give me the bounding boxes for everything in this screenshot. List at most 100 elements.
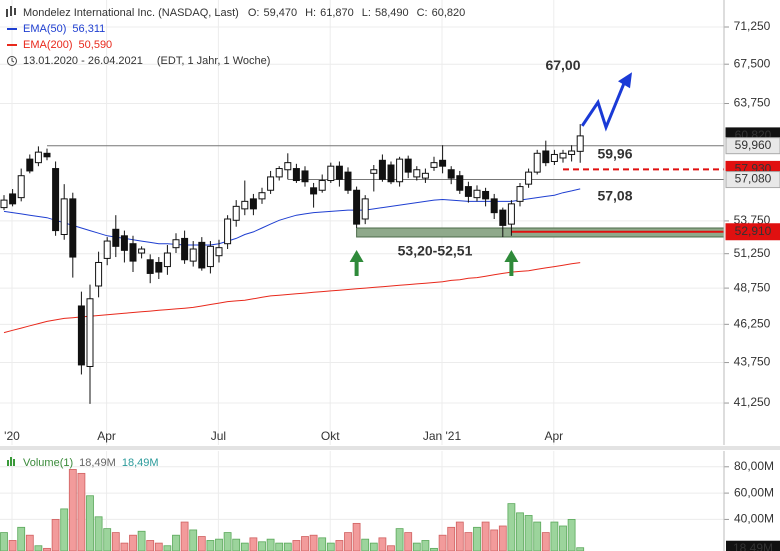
candle-body (146, 259, 154, 274)
x-tick-label: Apr (97, 429, 116, 443)
candle-body (0, 199, 8, 209)
volume-bar (395, 528, 404, 551)
legend-value: 56,311 (72, 23, 105, 35)
candle-body (103, 240, 111, 259)
volume-bar (223, 532, 232, 551)
volume-bar (189, 529, 198, 551)
volume-bar (258, 541, 266, 551)
target-label: 67,00 (545, 57, 580, 73)
volume-bar (215, 538, 223, 551)
quote-value: 58,490 (375, 7, 409, 19)
candle-body (163, 252, 171, 268)
y-tick-label: 48,750 (734, 280, 771, 294)
candle-body (327, 165, 335, 182)
volume-bar (17, 526, 26, 551)
x-tick-label: Jan '21 (423, 429, 462, 443)
candle-body (447, 169, 455, 179)
volume-bar (533, 521, 542, 551)
x-tick-label: Apr (544, 429, 563, 443)
candle-body (490, 198, 498, 214)
volume-bar (438, 534, 447, 551)
volume-bar (490, 529, 499, 551)
candle-body (559, 152, 567, 159)
candle-body (292, 168, 300, 182)
quote-label: C: (417, 7, 428, 19)
candle-body (120, 235, 128, 251)
support-arrow (349, 250, 364, 276)
volume-bar (387, 545, 395, 551)
level-price-box (725, 171, 780, 189)
volume-bar (60, 508, 69, 551)
candle-body (456, 175, 464, 191)
candle-body (95, 261, 103, 287)
volume-bar (550, 521, 559, 551)
volume-name: Volume(1) (23, 457, 73, 469)
candle-body (17, 175, 25, 199)
period: 13.01.2020 - 26.04.2021 (23, 55, 143, 67)
candle-body (198, 241, 206, 269)
candle-body (318, 180, 326, 191)
candle-body (60, 198, 68, 235)
target-arrowhead (618, 72, 632, 89)
volume-icon (13, 459, 15, 466)
quote-label: O: (248, 7, 260, 19)
volume-bar (240, 542, 249, 551)
candle-body (241, 200, 249, 210)
period-line: 13.01.2020 - 26.04.2021 (EDT, 1 Jahr, 1 W… (23, 55, 270, 67)
clock-hands (11, 58, 15, 63)
volume-icon (10, 457, 12, 466)
y-tick-label: 71,250 (734, 19, 771, 33)
level-price-box (725, 137, 780, 155)
quote-value: 60,820 (432, 7, 466, 19)
volume-bar (318, 537, 327, 551)
volume-bar (447, 526, 456, 551)
quote-value: 61,870 (320, 7, 354, 19)
x-tick-label: Okt (321, 429, 340, 443)
volume-y-tick-label: 60,00M (734, 485, 774, 499)
candle-body (430, 162, 438, 168)
candle-body (267, 176, 275, 191)
candle-body (413, 169, 421, 178)
volume-bar (172, 534, 180, 551)
candle-body (396, 158, 404, 183)
candle-body (232, 205, 240, 221)
volume-bar (275, 542, 284, 551)
quote-label: L: (362, 7, 371, 19)
volume-bar (473, 526, 481, 551)
volume-y-tick-label: 80,00M (734, 459, 774, 473)
candle-body (43, 152, 51, 158)
candle-body (284, 162, 292, 171)
volume-bar (129, 534, 137, 551)
header-line: Mondelez International Inc. (NASDAQ, Las… (23, 7, 465, 19)
candle-body (353, 189, 361, 225)
ema-line (3, 262, 581, 334)
y-tick-label: 43,750 (734, 355, 771, 369)
legend-entry: EMA(200) 50,590 (23, 39, 112, 51)
volume-bar (326, 542, 335, 551)
instrument-icon (10, 6, 12, 16)
candle-body (34, 151, 42, 164)
volume-bar (25, 534, 34, 551)
candle-body (275, 168, 283, 178)
candle-body (507, 203, 515, 225)
volume-bar (34, 545, 43, 551)
volume-bar (516, 512, 524, 551)
volume-bar (378, 537, 387, 551)
volume-bar (412, 542, 421, 551)
candle-body (249, 198, 257, 210)
volume-bar (352, 522, 361, 551)
candle-body (464, 186, 472, 197)
candle-body (344, 171, 352, 191)
candle-body (516, 186, 524, 202)
volume-bar (180, 521, 189, 551)
candle-body (378, 159, 386, 180)
candle-body (258, 192, 266, 200)
candle-body (224, 218, 232, 245)
level-price-box (725, 223, 780, 241)
volume-last-box (726, 540, 780, 551)
volume-icon (7, 460, 9, 466)
volume-bar (421, 540, 430, 551)
volume-bar (103, 528, 112, 551)
volume-legend-value: 18,49M (122, 457, 159, 469)
